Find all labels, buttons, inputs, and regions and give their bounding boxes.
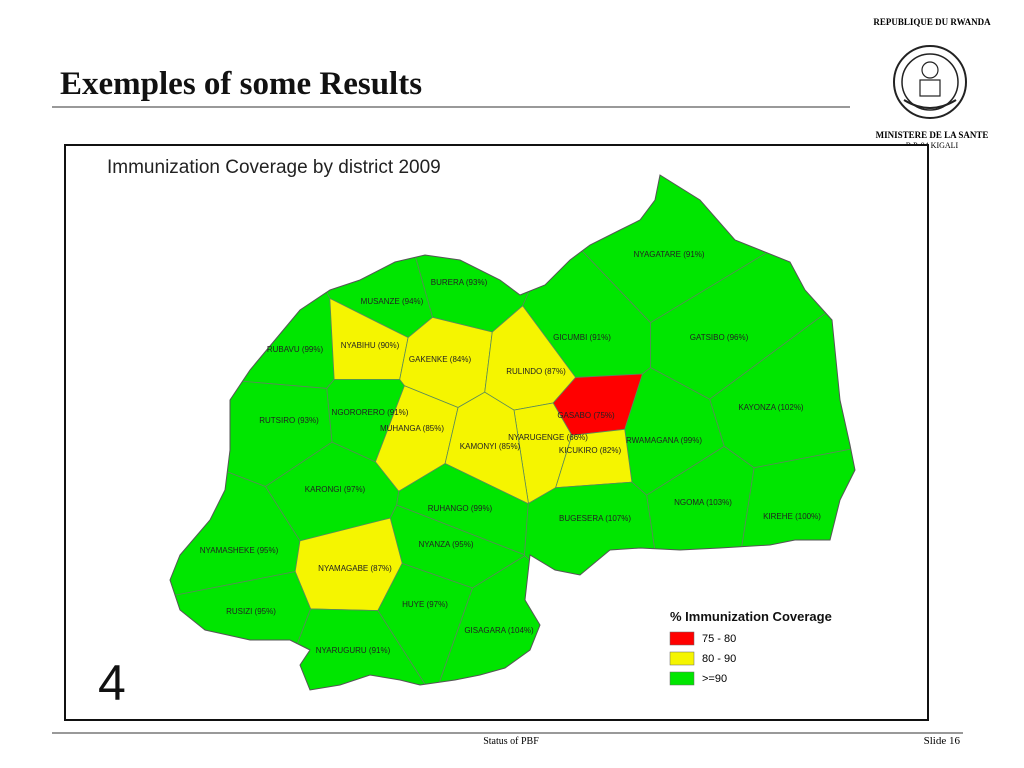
district-label: NYANZA (95%) xyxy=(419,540,474,549)
slide-title: Exemples of some Results xyxy=(60,66,422,102)
district-labels: NYAGATARE (91%) BURERA (93%) MUSANZE (94%)… xyxy=(200,250,822,655)
legend-label: 75 - 80 xyxy=(702,633,736,645)
district-label: RWAMAGANA (99%) xyxy=(626,436,702,445)
district-label: KARONGI (97%) xyxy=(305,485,366,494)
republic-label: REPUBLIQUE DU RWANDA xyxy=(873,17,991,27)
district-label: NGOMA (103%) xyxy=(674,498,732,507)
ministry-label: MINISTERE DE LA SANTE xyxy=(876,130,989,140)
district-label: KAMONYI (85%) xyxy=(460,442,521,451)
district-label: GASABO (75%) xyxy=(557,411,615,420)
district-label: NYARUGENGE (66%) xyxy=(508,433,588,442)
district-label: RUBAVU (99%) xyxy=(267,345,324,354)
district-label: RUHANGO (99%) xyxy=(428,504,493,513)
country-outline xyxy=(169,174,856,691)
district-label: MUHANGA (85%) xyxy=(380,424,444,433)
district-label: GISAGARA (104%) xyxy=(464,626,534,635)
map-number: 4 xyxy=(98,655,126,711)
map-title: Immunization Coverage by district 2009 xyxy=(107,157,441,178)
legend-title: % Immunization Coverage xyxy=(670,609,832,624)
legend: 75 - 80 80 - 90 >=90 xyxy=(669,631,736,686)
district-label: HUYE (97%) xyxy=(402,600,448,609)
footer-center: Status of PBF xyxy=(483,736,539,747)
district-label: GICUMBI (91%) xyxy=(553,333,611,342)
district-label: KIREHE (100%) xyxy=(763,512,821,521)
legend-swatch xyxy=(669,631,695,646)
district-label: NYAGATARE (91%) xyxy=(633,250,704,259)
address-label: B.P. 84 KIGALI xyxy=(906,141,959,150)
legend-label: 80 - 90 xyxy=(702,653,736,665)
district-label: KAYONZA (102%) xyxy=(738,403,804,412)
legend-label: >=90 xyxy=(702,673,727,685)
legend-swatch xyxy=(669,671,695,686)
district-label: MUSANZE (94%) xyxy=(361,297,424,306)
district-label: BURERA (93%) xyxy=(431,278,488,287)
district-label: RUSIZI (95%) xyxy=(226,607,276,616)
slide-number: Slide 16 xyxy=(924,735,961,747)
district-label: RULINDO (87%) xyxy=(506,367,566,376)
district-label: RUTSIRO (93%) xyxy=(259,416,319,425)
district-label: NYAMASHEKE (95%) xyxy=(200,546,279,555)
district-label: GATSIBO (96%) xyxy=(690,333,749,342)
legend-swatch xyxy=(669,651,695,666)
district-label: NGORORERO (91%) xyxy=(332,408,409,417)
district-label: NYABIHU (90%) xyxy=(341,341,400,350)
district-label: NYAMAGABE (87%) xyxy=(318,564,392,573)
emblem xyxy=(893,45,967,119)
district-label: BUGESERA (107%) xyxy=(559,514,631,523)
district-label: NYARUGURU (91%) xyxy=(316,646,391,655)
district-label: KICUKIRO (82%) xyxy=(559,446,622,455)
district-label: GAKENKE (84%) xyxy=(409,355,472,364)
